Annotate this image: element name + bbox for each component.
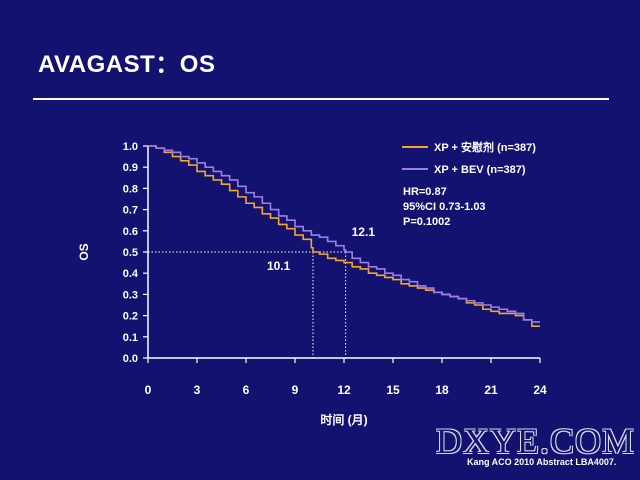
x-tick-label: 18 bbox=[435, 383, 449, 397]
y-tick-label: 0.4 bbox=[123, 268, 139, 280]
x-tick-label: 24 bbox=[533, 383, 547, 397]
x-tick-label: 6 bbox=[243, 383, 250, 397]
x-tick-label: 3 bbox=[194, 383, 201, 397]
x-tick-label: 0 bbox=[145, 383, 152, 397]
series-line-bev bbox=[148, 145, 540, 323]
chart-legend: XP + 安慰剂 (n=387) XP + BEV (n=387) bbox=[402, 140, 536, 176]
x-tick-label: 15 bbox=[386, 383, 400, 397]
y-tick-label: 0.3 bbox=[123, 289, 138, 301]
survival-curves bbox=[148, 145, 540, 327]
series-line-placebo bbox=[148, 145, 540, 327]
y-tick-label: 0.1 bbox=[123, 332, 138, 344]
chart-labels: 10.1 12.1 HR=0.87 95%CI 0.73-1.03 P=0.1002 bbox=[267, 186, 486, 273]
y-tick-label: 0.7 bbox=[123, 205, 138, 217]
y-axis-title: OS bbox=[77, 243, 91, 260]
median-bev-label: 12.1 bbox=[352, 225, 376, 239]
x-tick-label: 21 bbox=[484, 383, 498, 397]
y-tick-label: 0.5 bbox=[123, 247, 138, 259]
y-tick-label: 0.0 bbox=[123, 353, 138, 365]
y-tick-label: 0.9 bbox=[123, 162, 138, 174]
stat-line: 95%CI 0.73-1.03 bbox=[403, 201, 486, 213]
stat-line: P=0.1002 bbox=[403, 216, 450, 228]
median-guides bbox=[148, 251, 347, 358]
x-axis-title: 时间 (月) bbox=[320, 412, 367, 427]
median-placebo-label: 10.1 bbox=[267, 259, 291, 273]
y-tick-label: 0.8 bbox=[123, 183, 138, 195]
x-tick-label: 12 bbox=[337, 383, 351, 397]
y-tick-label: 1.0 bbox=[123, 141, 138, 153]
watermark: DXYE.COM bbox=[436, 421, 636, 461]
stat-line: HR=0.87 bbox=[403, 186, 447, 198]
legend-label: XP + 安慰剂 (n=387) bbox=[434, 140, 536, 154]
legend-label: XP + BEV (n=387) bbox=[434, 164, 526, 176]
y-tick-label: 0.2 bbox=[123, 311, 138, 323]
footnote: Kang ACO 2010 Abstract LBA4007. bbox=[467, 457, 617, 467]
slide-title: AVAGAST：OS bbox=[38, 51, 216, 78]
x-tick-label: 9 bbox=[292, 383, 299, 397]
y-tick-label: 0.6 bbox=[123, 226, 138, 238]
title-divider bbox=[33, 98, 609, 100]
chart-axes: 0.0 0.1 0.2 0.3 0.4 0.5 0.6 0.7 0.8 0.9 1.0 0 3 6 9 12 1… bbox=[77, 141, 547, 427]
